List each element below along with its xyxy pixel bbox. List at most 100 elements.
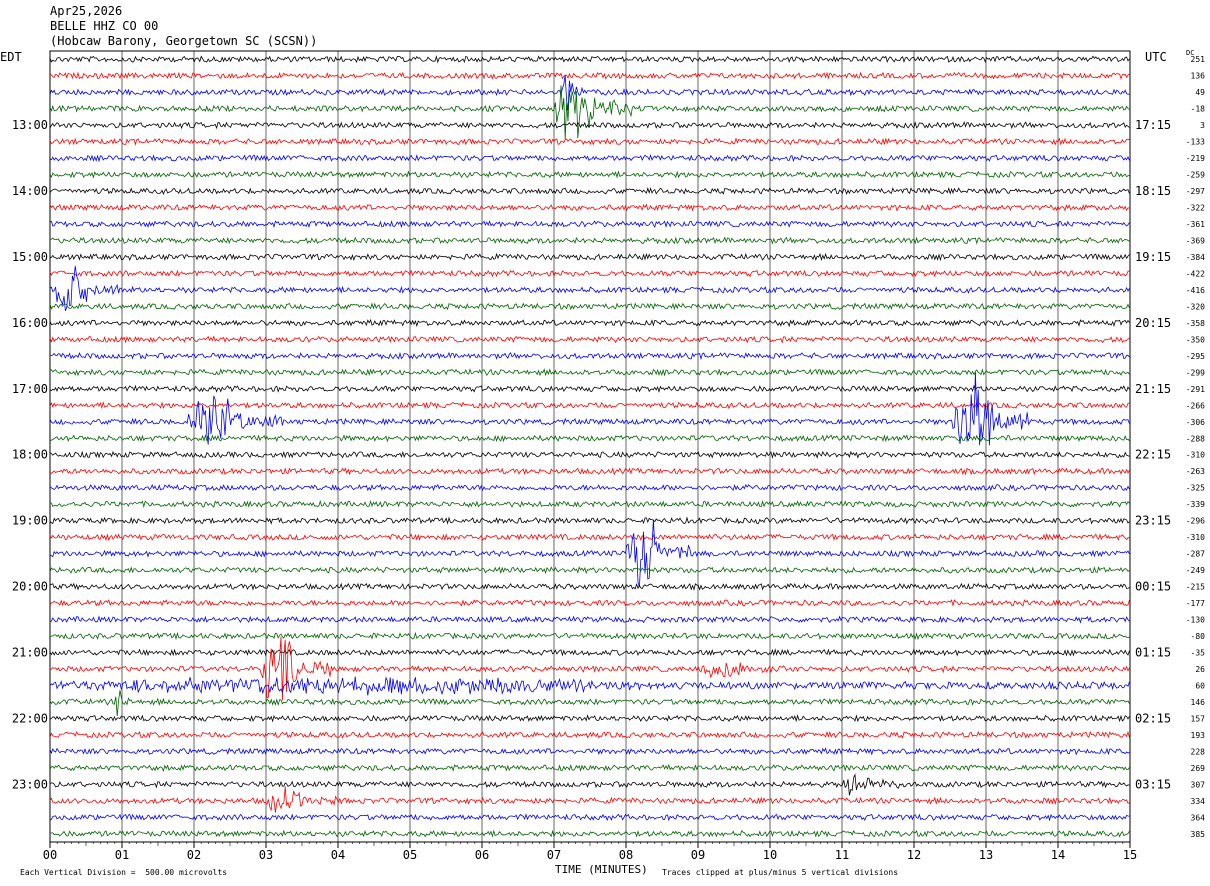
trace-row: [49, 499, 1130, 509]
trace-row: [49, 599, 1130, 607]
trace-row: [49, 121, 1130, 130]
dc-offset-label: 60: [1195, 681, 1205, 690]
trace-row: [49, 74, 1130, 111]
dc-offset-label: 269: [1191, 764, 1206, 773]
right-hour-label: 20:15: [1135, 316, 1171, 330]
trace-row: [49, 582, 1130, 591]
dc-offset-label: -384: [1186, 253, 1205, 262]
dc-offset-label: -306: [1186, 418, 1205, 427]
dc-offset-label: -350: [1186, 335, 1205, 344]
trace-row: [49, 763, 1130, 772]
trace-row: [49, 714, 1130, 723]
dc-offset-label: -35: [1191, 648, 1206, 657]
x-tick-label: 13: [979, 848, 993, 862]
x-tick-label: 02: [187, 848, 201, 862]
dc-offset-label: -219: [1186, 154, 1205, 163]
right-hour-label: 21:15: [1135, 382, 1171, 396]
dc-offset-label: 146: [1191, 698, 1206, 707]
trace-row: [49, 302, 1130, 311]
dc-offset-label: 334: [1191, 797, 1206, 806]
trace-row: [49, 372, 1130, 446]
dc-offset-label: -320: [1186, 302, 1205, 311]
x-tick-label: 14: [1051, 848, 1065, 862]
left-hour-label: 22:00: [12, 711, 48, 725]
left-hour-label: 15:00: [12, 250, 48, 264]
x-tick-label: 05: [403, 848, 417, 862]
dc-offset-label: -416: [1186, 286, 1205, 295]
dc-offset-label: -288: [1186, 434, 1205, 443]
dc-offset-label: 193: [1191, 731, 1206, 740]
trace-row: [49, 829, 1130, 838]
right-hour-label: 01:15: [1135, 645, 1171, 659]
dc-offset-label: -295: [1186, 352, 1205, 361]
dc-offset-label: -18: [1191, 105, 1206, 114]
right-hour-label: 23:15: [1135, 514, 1171, 528]
dc-offset-label: -263: [1186, 467, 1205, 476]
trace-row: [49, 265, 1130, 312]
trace-row: [49, 566, 1130, 575]
dc-offset-label: -361: [1186, 220, 1205, 229]
dc-offset-label: -291: [1186, 385, 1205, 394]
trace-row: [49, 203, 1130, 212]
dc-offset-label: -369: [1186, 237, 1205, 246]
x-tick-label: 09: [691, 848, 705, 862]
x-tick-label: 12: [907, 848, 921, 862]
dc-offset-label: -299: [1186, 368, 1205, 377]
dc-offset-label: -215: [1186, 583, 1205, 592]
dc-header-label: DC: [1186, 49, 1195, 57]
trace-row: [49, 351, 1130, 361]
trace-row: [49, 786, 1130, 813]
trace-row: [49, 236, 1130, 245]
trace-row: [49, 631, 1130, 641]
trace-row: [49, 71, 1130, 80]
dc-offset-label: -358: [1186, 319, 1205, 328]
dc-offset-label: -130: [1186, 616, 1205, 625]
dc-offset-label: -310: [1186, 451, 1205, 460]
right-hour-label: 18:15: [1135, 184, 1171, 198]
plot-frame: [49, 50, 1131, 843]
left-hour-label: 16:00: [12, 316, 48, 330]
trace-row: [49, 747, 1130, 756]
dc-offset-label: -297: [1186, 187, 1205, 196]
header-date: Apr25,2026: [50, 4, 123, 18]
x-tick-label: 10: [763, 848, 777, 862]
trace-row: [49, 773, 1130, 796]
x-tick-label: 08: [619, 848, 633, 862]
dc-offset-label: 3: [1200, 121, 1205, 130]
x-tick-label: 15: [1123, 848, 1137, 862]
dc-offset-label: 136: [1191, 72, 1206, 81]
trace-row: [49, 648, 1130, 657]
dc-offset-label: -287: [1186, 550, 1205, 559]
x-tick-label: 00: [43, 848, 57, 862]
dc-offset-label: 26: [1195, 665, 1205, 674]
dc-offset-label: 307: [1191, 780, 1206, 789]
trace-row: [49, 450, 1130, 459]
right-hour-label: 02:15: [1135, 711, 1171, 725]
left-hour-label: 18:00: [12, 448, 48, 462]
trace-row: [49, 154, 1130, 163]
trace-row: [49, 187, 1130, 195]
dc-offset-label: -80: [1191, 632, 1206, 641]
right-hour-label: 22:15: [1135, 448, 1171, 462]
right-hour-label: 00:15: [1135, 580, 1171, 594]
dc-offset-label: -325: [1186, 484, 1205, 493]
left-hour-label: 23:00: [12, 777, 48, 791]
dc-offset-label: -133: [1186, 138, 1205, 147]
trace-row: [49, 730, 1130, 739]
dc-offset-label: -259: [1186, 171, 1205, 180]
x-tick-label: 04: [331, 848, 345, 862]
left-timezone-label: EDT: [0, 50, 22, 64]
trace-row: [49, 269, 1130, 278]
trace-row: [49, 467, 1130, 476]
x-tick-label: 01: [115, 848, 129, 862]
dc-offset-label: -322: [1186, 204, 1205, 213]
dc-offset-label: 157: [1191, 714, 1206, 723]
trace-row: [49, 384, 1130, 394]
trace-row: [49, 615, 1130, 624]
left-hour-label: 14:00: [12, 184, 48, 198]
trace-row: [49, 85, 1130, 140]
trace-row: [49, 137, 1130, 146]
right-hour-label: 19:15: [1135, 250, 1171, 264]
x-tick-label: 11: [835, 848, 849, 862]
